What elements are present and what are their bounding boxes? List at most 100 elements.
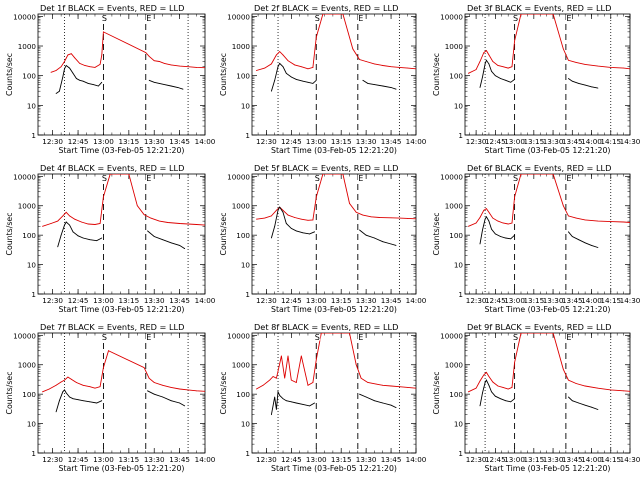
- x-tick-label: 14:00: [406, 455, 427, 464]
- x-tick-label: 13:30: [543, 296, 564, 305]
- y-axis-label: Counts/sec: [219, 372, 228, 415]
- marker-box: [565, 333, 572, 341]
- lld-point: [562, 48, 564, 50]
- lld-point: [315, 196, 317, 198]
- s-marker: S: [102, 333, 107, 342]
- panel-9: Det 9f BLACK = Events, RED = LLD 1 10 100 10…: [432, 322, 640, 473]
- lld-point: [57, 220, 59, 222]
- events-point: [69, 396, 70, 398]
- lld-point: [287, 214, 289, 216]
- x-tick-label: 13:15: [118, 455, 139, 464]
- marker-box: [512, 333, 519, 341]
- marker-box: [357, 14, 364, 22]
- y-tick-label: 1: [245, 131, 250, 140]
- x-tick-label: 13:45: [562, 137, 583, 146]
- events-point: [170, 242, 172, 244]
- lld-point: [103, 367, 104, 368]
- lld-point: [294, 217, 296, 218]
- events-point: [290, 227, 292, 229]
- events-point: [485, 59, 487, 61]
- lld-point: [275, 209, 277, 211]
- lld-point: [163, 62, 165, 64]
- events-point: [279, 206, 281, 208]
- events-curve-segment: [359, 393, 397, 409]
- y-tick-label: 100: [22, 231, 36, 240]
- lld-point: [148, 377, 150, 379]
- x-tick-label: 13:45: [562, 455, 583, 464]
- lld-point: [623, 221, 624, 223]
- y-tick-label: 1000: [232, 361, 251, 370]
- x-tick-label: 14:15: [600, 137, 621, 146]
- lld-point: [312, 219, 314, 221]
- lld-point: [485, 371, 487, 373]
- events-point: [77, 399, 79, 401]
- x-tick-label: 13:00: [306, 296, 327, 305]
- lld-point: [362, 214, 364, 216]
- events-point: [390, 404, 392, 406]
- events-point: [97, 85, 99, 87]
- events-point: [312, 82, 314, 84]
- lld-point: [365, 61, 367, 62]
- events-point: [484, 218, 486, 220]
- x-axis-label: Start Time (03-Feb-05 12:21:20): [485, 305, 611, 314]
- marker-box: [101, 174, 108, 182]
- events-point: [285, 72, 287, 74]
- panel-2: Det 2f BLACK = Events, RED = LLD 1 10 100 10…: [219, 3, 427, 155]
- lld-point: [322, 14, 324, 15]
- y-tick-label: 1000: [232, 202, 251, 211]
- plot-frame: [37, 173, 206, 295]
- lld-point: [94, 67, 96, 68]
- events-point: [578, 402, 580, 404]
- lld-point: [349, 333, 350, 334]
- x-tick-label: 12:45: [485, 455, 506, 464]
- x-tick-label: 12:30: [256, 296, 277, 305]
- panel-title: Det 3f BLACK = Events, RED = LLD: [467, 3, 611, 13]
- events-point: [69, 67, 70, 69]
- events-point: [484, 63, 486, 65]
- lld-point: [398, 386, 400, 388]
- events-point: [274, 396, 276, 398]
- events-point: [92, 84, 94, 86]
- events-curve-segment: [55, 64, 103, 94]
- x-tick-label: 13:00: [504, 137, 525, 146]
- events-point: [65, 221, 67, 223]
- e-marker: E: [146, 14, 151, 23]
- y-tick-label: 1: [458, 449, 463, 458]
- events-point: [500, 236, 501, 237]
- events-point: [65, 392, 67, 394]
- panel-3: Det 3f BLACK = Events, RED = LLD 1 10 100 10…: [432, 3, 640, 155]
- y-tick-label: 10: [241, 261, 251, 270]
- x-tick-label: 12:45: [281, 455, 302, 464]
- events-point: [179, 402, 181, 404]
- events-point: [75, 78, 77, 79]
- events-point: [275, 409, 277, 410]
- x-axis-label: Start Time (03-Feb-05 12:21:20): [485, 464, 611, 473]
- events-point: [485, 379, 487, 381]
- events-point: [282, 398, 284, 400]
- x-tick-label: 14:00: [406, 296, 427, 305]
- y-tick-label: 100: [449, 231, 463, 240]
- events-point: [179, 244, 181, 246]
- marker-box: [565, 14, 572, 22]
- x-tick-label: 13:15: [523, 455, 544, 464]
- lld-point: [584, 385, 586, 387]
- lld-point: [82, 384, 84, 386]
- x-tick-label: 13:00: [504, 296, 525, 305]
- y-axis-label: Counts/sec: [432, 372, 441, 415]
- lld-point: [370, 216, 372, 218]
- lld-point: [69, 215, 70, 217]
- y-axis-label: Counts/sec: [432, 53, 441, 96]
- series-group: [42, 174, 205, 249]
- y-axis-label: Counts/sec: [219, 53, 228, 96]
- lld-point: [136, 205, 138, 207]
- lld-point: [262, 384, 264, 386]
- events-point: [274, 79, 276, 81]
- lld-point: [50, 223, 52, 224]
- series-group: [468, 174, 630, 248]
- events-point: [65, 65, 67, 66]
- events-point: [82, 237, 84, 239]
- events-point: [69, 224, 70, 226]
- lld-point: [415, 387, 416, 389]
- lld-point: [584, 63, 586, 65]
- plot-frame: [464, 13, 631, 136]
